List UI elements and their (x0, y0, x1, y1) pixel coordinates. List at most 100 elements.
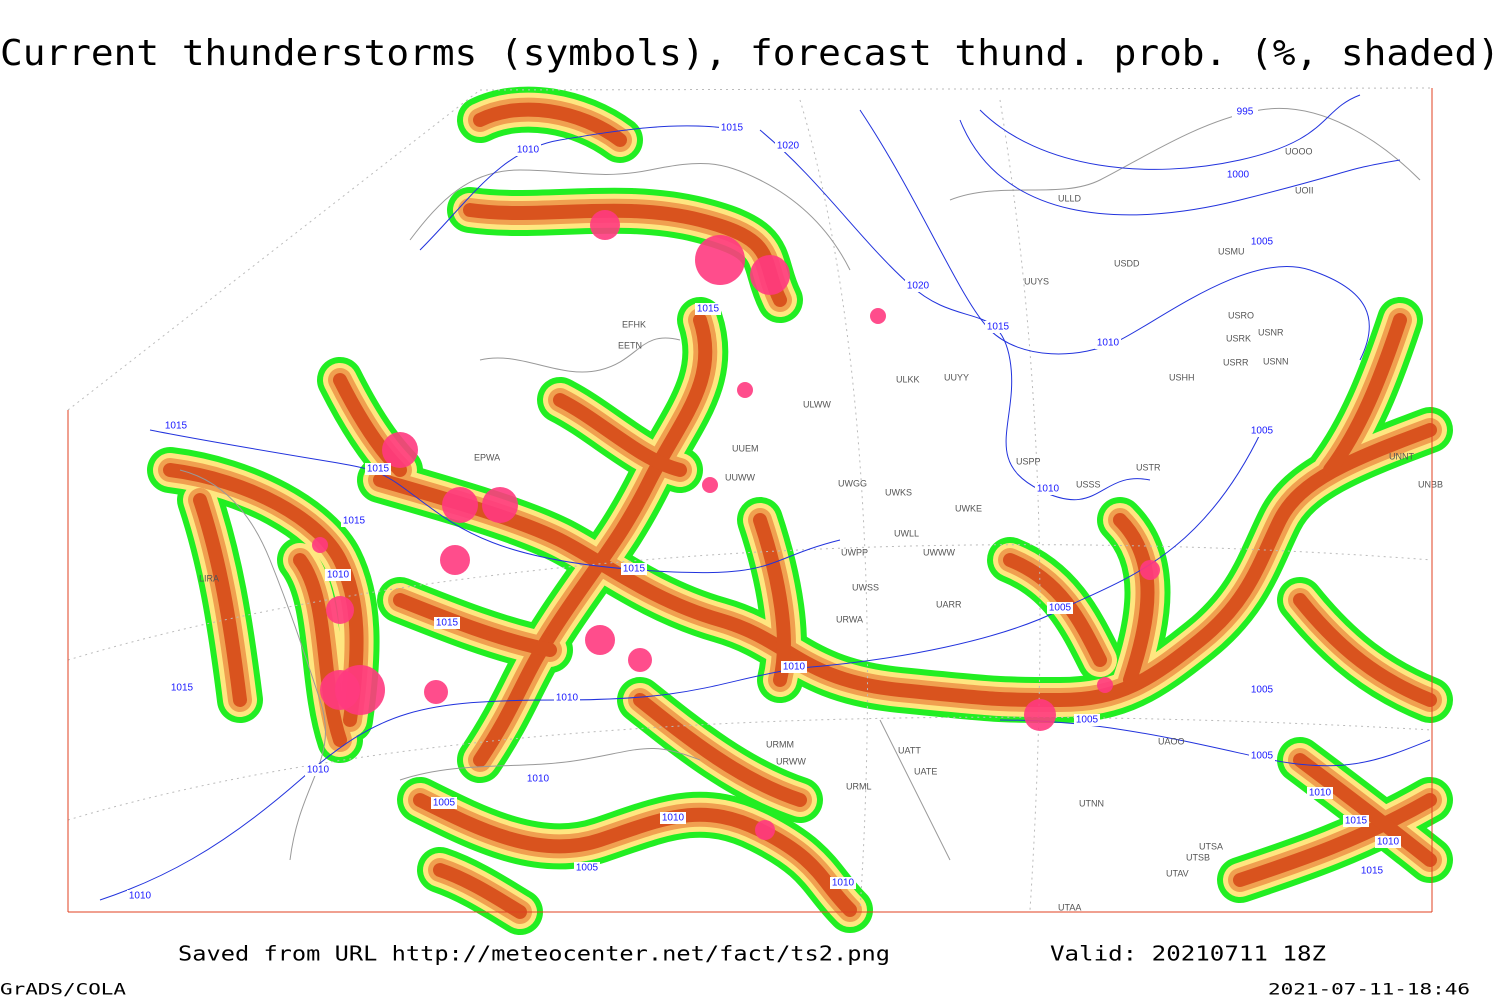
isobar-label-bg (1074, 714, 1100, 726)
station-label: UWPP (841, 547, 868, 557)
isobar-label-bg (1095, 337, 1121, 349)
isobar-label-bg (1375, 836, 1401, 848)
isobar-label-bg (341, 515, 367, 527)
station-label: UOII (1295, 185, 1314, 195)
isobar-label: 1010 (129, 891, 152, 902)
isobar-label: 1005 (1049, 603, 1072, 614)
thunderstorm-cluster (628, 648, 652, 672)
station-label: UWWW (923, 547, 955, 557)
isobar-label-bg (719, 122, 745, 134)
thunderstorm-cluster (750, 255, 790, 295)
station-label: USNR (1258, 327, 1284, 337)
station-label: USPP (1016, 456, 1041, 466)
isobar-label-bg (905, 280, 931, 292)
station-label: USDD (1114, 258, 1140, 268)
station-label: ULLD (1058, 193, 1082, 203)
coastline (479, 337, 681, 373)
station-label: UWSS (852, 582, 879, 592)
isobar-label: 1015 (1361, 866, 1384, 877)
isobar (759, 129, 1151, 501)
thunderstorm-cluster (585, 625, 615, 655)
isobar-label: 1005 (1251, 426, 1274, 437)
isobar-label-bg (985, 321, 1011, 333)
isobar-label: 1010 (556, 693, 579, 704)
isobar-label-bg (305, 764, 331, 776)
station-label: USRO (1228, 310, 1254, 320)
isobar-label-bg (1249, 684, 1275, 696)
isobar-label: 1015 (623, 564, 646, 575)
isobar-label: 1010 (1377, 837, 1400, 848)
isobar-label: 1010 (832, 878, 855, 889)
shading-band (473, 102, 627, 147)
isobar-label: 1015 (987, 322, 1010, 333)
shading-band (473, 313, 713, 767)
source-url: Saved from URL http://meteocenter.net/fa… (178, 942, 890, 966)
isobar-label-bg (554, 692, 580, 704)
station-label: UUYS (1024, 276, 1049, 286)
thunderstorm-cluster (320, 670, 360, 710)
shading-band (1293, 753, 1437, 867)
isobar-label: 1010 (517, 145, 540, 156)
isobar-label-bg (325, 569, 351, 581)
station-label: UWKS (885, 487, 912, 497)
isobar (149, 429, 841, 574)
shading-band (293, 553, 347, 747)
isobar-label: 1015 (171, 683, 194, 694)
isobar-label-bg (775, 140, 801, 152)
station-label: URWW (776, 756, 806, 766)
isobar-label-bg (1249, 236, 1275, 248)
thunderstorm-cluster (695, 235, 745, 285)
isobar-label-bg (163, 420, 189, 432)
isobar-label-bg (434, 617, 460, 629)
station-label: UOOO (1285, 146, 1313, 156)
station-label: UTAV (1166, 868, 1189, 878)
station-label: LIRA (199, 573, 219, 583)
station-label: EETN (618, 340, 642, 350)
station-label: EPWA (474, 452, 500, 462)
shading-band (193, 493, 247, 707)
thunderstorm-symbols (312, 210, 1160, 840)
isobar-label-bg (515, 144, 541, 156)
coastline (949, 108, 1421, 201)
isobar-label: 1015 (697, 304, 720, 315)
thunderstorm-cluster (442, 487, 478, 523)
isobar-label-bg (781, 661, 807, 673)
station-label: UWKE (955, 503, 982, 513)
thunderstorm-cluster (870, 308, 886, 324)
software: GrADS/COLA (0, 980, 126, 999)
isobar-label: 1005 (433, 798, 456, 809)
station-label: UTAA (1058, 902, 1081, 912)
coastline (179, 469, 326, 861)
station-label: UARR (936, 599, 962, 609)
isobar (99, 667, 801, 901)
isobar-label: 1010 (1309, 788, 1332, 799)
isobar-label: 1005 (1251, 685, 1274, 696)
isobar-label-bg (1047, 602, 1073, 614)
isobar-label: 1015 (436, 618, 459, 629)
thunderstorm-cluster (440, 545, 470, 575)
isobar-label-bg (1359, 865, 1385, 877)
isobar-label: 1015 (343, 516, 366, 527)
station-label: USTR (1136, 462, 1161, 472)
isobar-label-bg (660, 812, 686, 824)
thunderstorm-cluster (326, 596, 354, 624)
thunderstorm-cluster (1140, 560, 1160, 580)
isobar-label: 1010 (662, 813, 685, 824)
thunderstorm-cluster (312, 537, 328, 553)
isobar-label-bg (1249, 750, 1275, 762)
isobar-label: 1005 (576, 863, 599, 874)
thunderstorm-cluster (1097, 677, 1113, 693)
isobar-label: 1015 (367, 464, 390, 475)
shading-band (393, 593, 557, 657)
station-label: UTSB (1186, 852, 1210, 862)
isobar-label: 1010 (783, 662, 806, 673)
shading-band (433, 863, 527, 919)
isobar-label: 1005 (1251, 237, 1274, 248)
isobar-label: 1005 (1251, 751, 1274, 762)
station-label: UNNT (1389, 451, 1414, 461)
shading-band (633, 693, 807, 807)
coastline (409, 163, 851, 271)
thunderstorm-cluster (737, 382, 753, 398)
shading-band (163, 463, 364, 727)
